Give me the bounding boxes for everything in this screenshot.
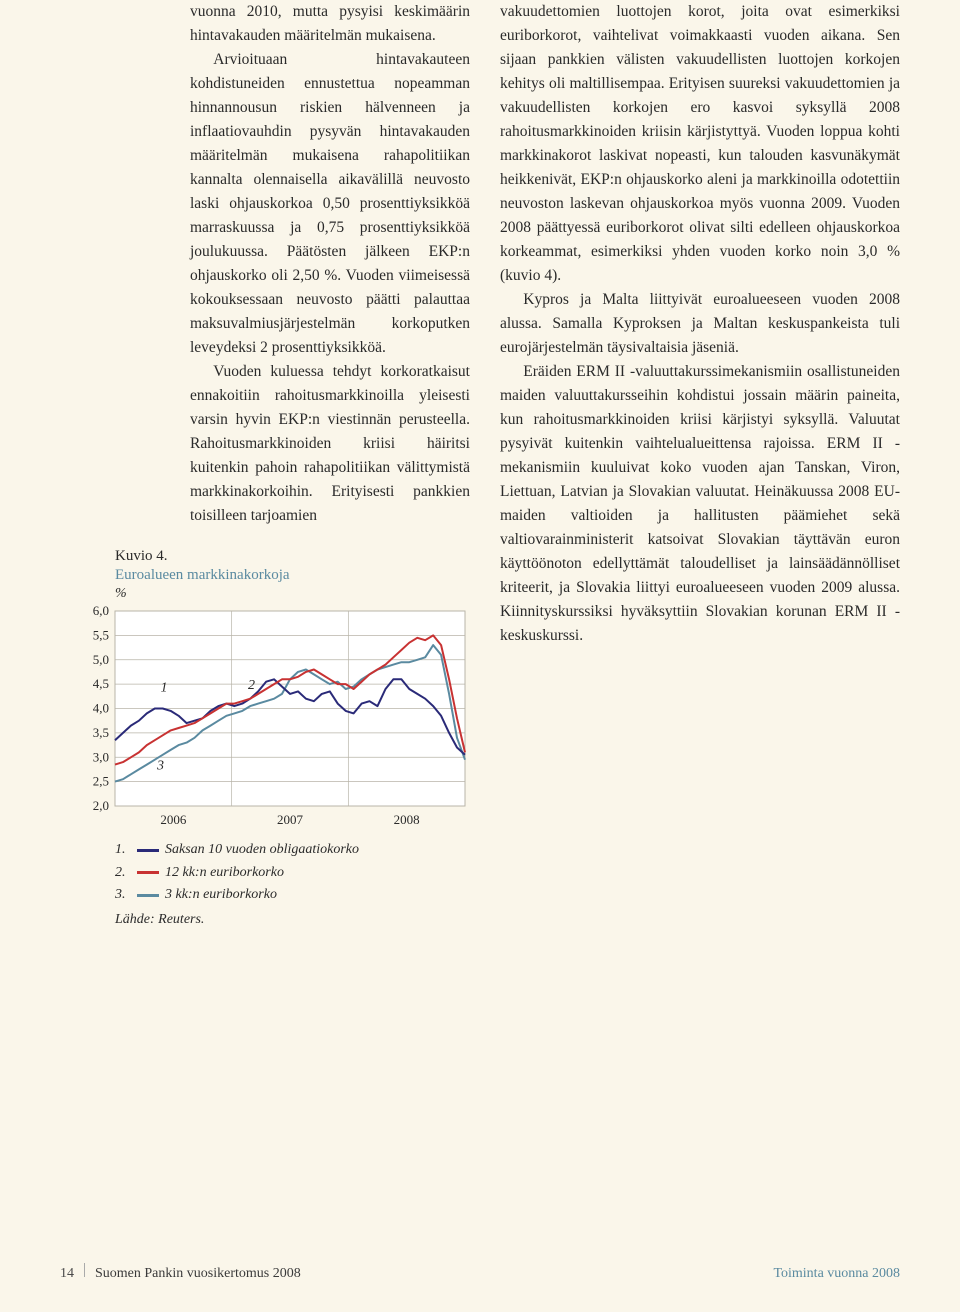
- right-p1: vakuudettomien luottojen korot, joita ov…: [500, 0, 900, 288]
- svg-text:3,0: 3,0: [93, 750, 109, 765]
- chart-number: Kuvio 4.: [60, 548, 470, 565]
- legend-row-2: 2. 12 kk:n euriborkorko: [115, 862, 470, 884]
- legend-row-1: 1. Saksan 10 vuoden obligaatiokorko: [115, 839, 470, 861]
- svg-text:4,0: 4,0: [93, 701, 109, 716]
- footer-separator: [84, 1263, 85, 1277]
- legend-3-num: 3.: [115, 884, 131, 906]
- legend-2-swatch: [137, 871, 159, 874]
- svg-text:3: 3: [156, 759, 164, 774]
- svg-text:2: 2: [248, 678, 255, 693]
- svg-text:2006: 2006: [160, 812, 187, 827]
- right-p3: Eräiden ERM II -valuuttakurssimekanismii…: [500, 360, 900, 648]
- legend-3-swatch: [137, 894, 159, 897]
- svg-text:3,5: 3,5: [93, 725, 109, 740]
- footer-left: 14 Suomen Pankin vuosikertomus 2008: [60, 1263, 301, 1282]
- footer-right-title: Toiminta vuonna 2008: [773, 1266, 900, 1282]
- chart-legend: 1. Saksan 10 vuoden obligaatiokorko 2. 1…: [60, 839, 470, 931]
- svg-text:2007: 2007: [277, 812, 304, 827]
- page: vuonna 2010, mutta pysyisi keskimäärin h…: [0, 0, 960, 1312]
- svg-text:5,5: 5,5: [93, 628, 109, 643]
- svg-text:2008: 2008: [394, 812, 420, 827]
- page-footer: 14 Suomen Pankin vuosikertomus 2008 Toim…: [60, 1223, 900, 1312]
- legend-2-text: 12 kk:n euriborkorko: [165, 862, 284, 884]
- chart-unit: %: [60, 586, 470, 602]
- left-column: vuonna 2010, mutta pysyisi keskimäärin h…: [60, 0, 470, 1223]
- footer-left-title: Suomen Pankin vuosikertomus 2008: [95, 1266, 301, 1282]
- svg-text:5,0: 5,0: [93, 652, 109, 667]
- left-p1: vuonna 2010, mutta pysyisi keskimäärin h…: [190, 0, 470, 48]
- left-column-text: vuonna 2010, mutta pysyisi keskimäärin h…: [60, 0, 470, 528]
- svg-text:6,0: 6,0: [93, 606, 109, 618]
- legend-3-text: 3 kk:n euriborkorko: [165, 884, 277, 906]
- left-p3: Vuoden kuluessa tehdyt korkoratkaisut en…: [190, 360, 470, 528]
- svg-text:2,5: 2,5: [93, 774, 109, 789]
- legend-row-3: 3. 3 kk:n euriborkorko: [115, 884, 470, 906]
- right-column: vakuudettomien luottojen korot, joita ov…: [500, 0, 900, 1223]
- svg-text:1: 1: [161, 681, 168, 696]
- chart-svg: 6,0 5,5 5,0 4,5 4,0 3,5 3,0 2,5 2,0 2006 2007 2008 1…: [60, 606, 470, 831]
- svg-text:4,5: 4,5: [93, 676, 109, 691]
- chart-subtitle: Euroalueen markkinakorkoja: [60, 567, 470, 584]
- legend-2-num: 2.: [115, 862, 131, 884]
- legend-1-num: 1.: [115, 839, 131, 861]
- page-number: 14: [60, 1266, 74, 1282]
- text-columns: vuonna 2010, mutta pysyisi keskimäärin h…: [60, 0, 900, 1223]
- legend-source: Lähde: Reuters.: [115, 909, 470, 931]
- legend-1-swatch: [137, 849, 159, 852]
- legend-1-text: Saksan 10 vuoden obligaatiokorko: [165, 839, 359, 861]
- svg-text:2,0: 2,0: [93, 798, 109, 813]
- right-p2: Kypros ja Malta liittyivät euroalueeseen…: [500, 288, 900, 360]
- left-p2: Arvioituaan hintavakauteen kohdistuneide…: [190, 48, 470, 360]
- chart-block: Kuvio 4. Euroalueen markkinakorkoja % 6,…: [60, 548, 470, 931]
